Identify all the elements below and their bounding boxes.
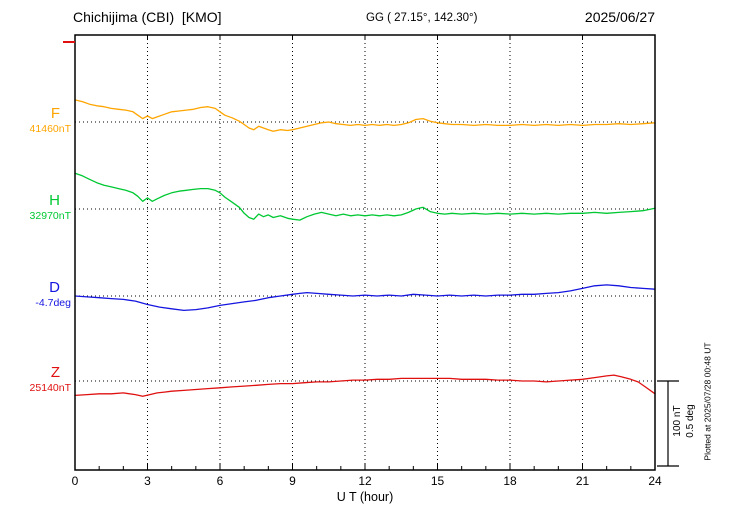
x-tick-label: 9 [289,474,296,488]
geographic-coordinates: GG ( 27.15°, 142.30°) [366,12,478,24]
component-baseline-d: -4.7deg [35,297,71,309]
scale-nt-label: 100 nT [672,405,683,437]
scale-deg-label: 0.5 deg [685,404,696,438]
observation-date: 2025/06/27 [584,9,655,25]
x-tick-label: 18 [503,474,517,488]
component-label-f: F [50,105,60,122]
x-tick-label: 6 [216,474,224,488]
x-tick-label: 24 [648,474,662,488]
x-tick-label: 21 [575,474,590,488]
component-baseline-f: 41460nT [29,123,71,135]
x-tick-label: 3 [144,474,151,488]
component-baseline-z: 25140nT [29,382,71,394]
component-label-z: Z [50,364,60,381]
scale-bar-label: 100 nT 0.5 deg [671,376,699,466]
x-axis-title: U T (hour) [336,490,394,504]
x-tick-label: 12 [358,474,372,488]
component-label-d: D [49,279,60,296]
plotted-timestamp: Plotted at 2025/07/28 00:48 UT [702,342,713,461]
station-title: Chichijima (CBI) [KMO] [73,9,222,25]
component-baseline-h: 32970nT [29,210,71,222]
x-tick-label: 15 [430,474,445,488]
x-tick-label: 0 [71,474,79,488]
component-label-h: H [49,192,60,209]
